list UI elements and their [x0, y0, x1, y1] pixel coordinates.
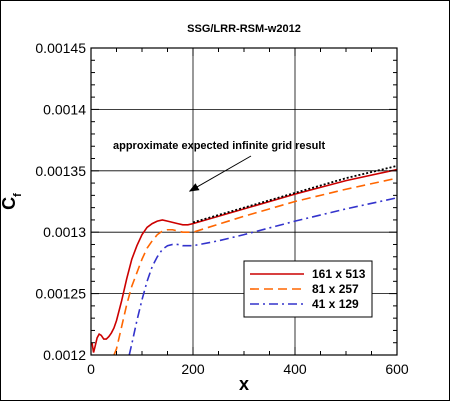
y-tick-label: 0.00145: [35, 40, 86, 56]
x-tick-label: 400: [283, 361, 307, 377]
series-line-3: [192, 165, 397, 224]
x-axis-label: x: [239, 374, 249, 394]
series-line-0: [91, 168, 397, 353]
y-axis-label: Cf: [1, 193, 24, 210]
y-tick-label: 0.0014: [43, 101, 86, 117]
y-tick-label: 0.00125: [35, 286, 86, 302]
tick-labels: 0 200 400 600 0.0012 0.00125 0.0013 0.00135 0.00…: [35, 40, 409, 377]
legend-label-2: 41 x 129: [312, 297, 359, 311]
y-axis-label-subscript: f: [12, 193, 24, 197]
x-tick-label: 0: [87, 361, 95, 377]
y-tick-label: 0.0013: [43, 224, 86, 240]
y-tick-label: 0.0012: [43, 347, 86, 363]
series-line-2: [128, 197, 397, 355]
annotation: approximate expected infinite grid resul…: [113, 140, 325, 192]
annotation-text: approximate expected infinite grid resul…: [113, 140, 325, 152]
series-lines: [91, 165, 397, 355]
chart-title: SSG/LRR-RSM-w2012: [187, 23, 301, 35]
axes: [90, 47, 398, 356]
x-tick-label: 600: [385, 361, 409, 377]
y-axis-label-main: C: [1, 197, 19, 210]
series-line-1: [113, 177, 397, 355]
legend-label-0: 161 x 513: [312, 267, 366, 281]
y-tick-label: 0.00135: [35, 163, 86, 179]
legend-label-1: 81 x 257: [312, 282, 359, 296]
x-tick-label: 200: [181, 361, 205, 377]
annotation-arrow: [188, 155, 252, 192]
